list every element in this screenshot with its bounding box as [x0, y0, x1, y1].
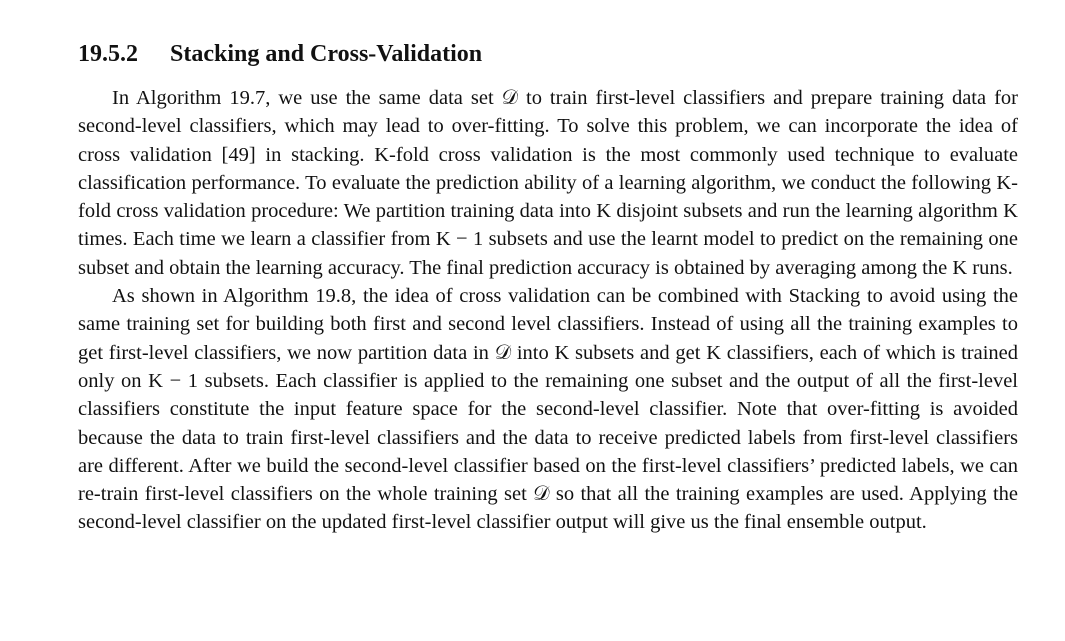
section-heading: 19.5.2 Stacking and Cross-Validation — [78, 40, 1018, 68]
paragraph-2: As shown in Algorithm 19.8, the idea of … — [78, 285, 1018, 534]
section-number: 19.5.2 — [78, 41, 138, 67]
page-body: 19.5.2 Stacking and Cross-Validation In A… — [78, 40, 1018, 537]
paragraph-1: In Algorithm 19.7, we use the same data … — [78, 87, 1018, 279]
section-title: Stacking and Cross-Validation — [170, 41, 483, 67]
